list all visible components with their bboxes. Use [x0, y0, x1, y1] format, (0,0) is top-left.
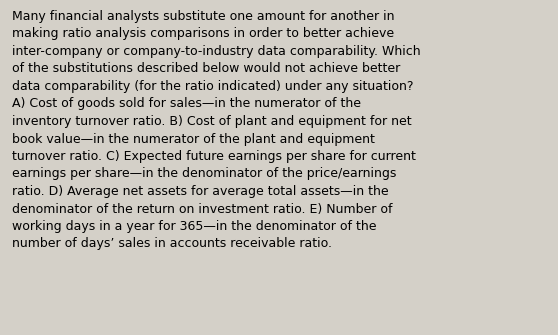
- Text: Many financial analysts substitute one amount for another in
making ratio analys: Many financial analysts substitute one a…: [12, 10, 421, 251]
